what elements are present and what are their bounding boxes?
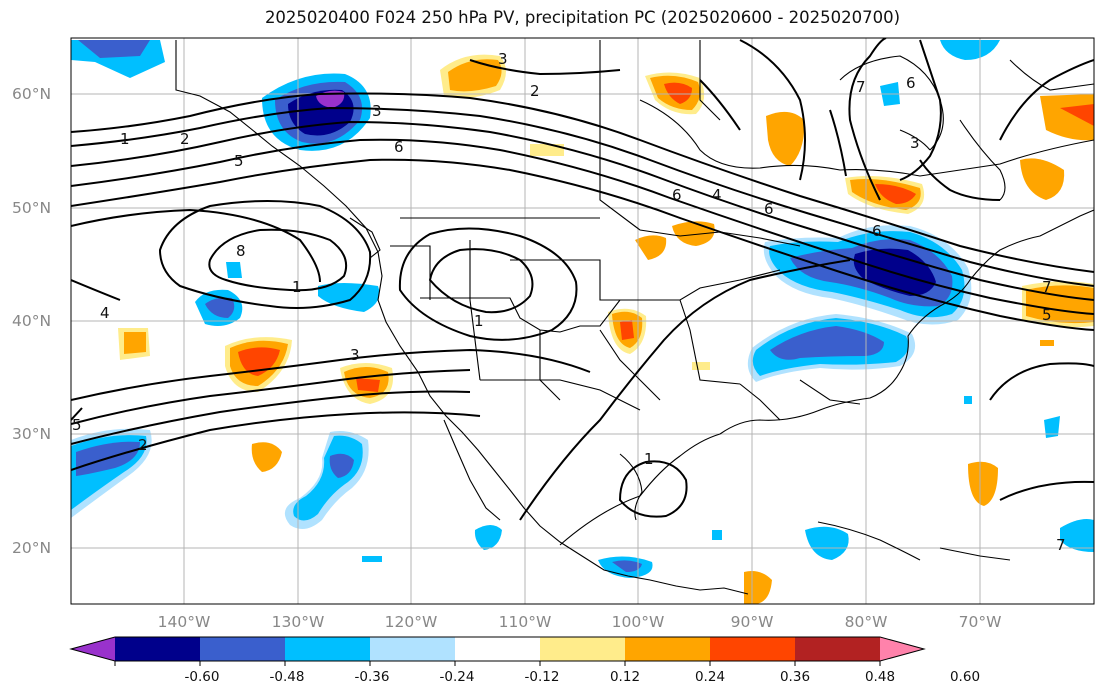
pv-contours <box>71 38 1094 521</box>
pv-label: 4 <box>712 186 722 204</box>
pv-label: 2 <box>180 130 190 148</box>
pv-label: 6 <box>872 222 882 240</box>
latitude-labels: 60°N 50°N 40°N 30°N 20°N <box>12 85 51 557</box>
colorbar-tick-label: 0.60 <box>950 669 980 685</box>
lon-label-90w: 90°W <box>731 613 774 631</box>
colorbar-tick-label: -0.24 <box>440 669 475 685</box>
map-title: 2025020400 F024 250 hPa PV, precipitatio… <box>264 8 901 27</box>
lon-label-140w: 140°W <box>158 613 211 631</box>
pv-label: 7 <box>1042 278 1052 296</box>
colorbar-segment <box>795 637 880 661</box>
pv-label: 5 <box>234 152 244 170</box>
pv-label: 3 <box>350 346 360 364</box>
pv-contour-labels: 1 2 5 3 6 8 1 4 3 2 5 3 2 1 4 6 6 6 7 5 … <box>72 50 1066 554</box>
lat-label-40n: 40°N <box>12 312 51 330</box>
colorbar-tick-label: -0.48 <box>270 669 305 685</box>
pv-label: 7 <box>1056 536 1066 554</box>
map-panel: 1 2 5 3 6 8 1 4 3 2 5 3 2 1 4 6 6 6 7 5 … <box>71 38 1094 604</box>
colorbar-segment <box>370 637 455 661</box>
pv-label: 3 <box>372 102 382 120</box>
pv-label: 4 <box>100 304 110 322</box>
pv-label: 7 <box>856 78 866 96</box>
pv-label: 5 <box>72 416 82 434</box>
pv-label: 6 <box>394 138 404 156</box>
lon-label-100w: 100°W <box>612 613 665 631</box>
pv-label: 6 <box>672 186 682 204</box>
pv-label: 8 <box>236 242 246 260</box>
colorbar-tick-label: -0.36 <box>355 669 390 685</box>
lon-label-130w: 130°W <box>272 613 325 631</box>
lon-label-120w: 120°W <box>385 613 438 631</box>
graticule <box>71 38 1094 604</box>
colorbar-tick-label: 0.36 <box>780 669 810 685</box>
colorbar-segment <box>115 637 200 661</box>
colorbar-segment <box>455 637 540 661</box>
colorbar-segment <box>625 637 710 661</box>
map-frame <box>70 37 1095 605</box>
colorbar-segment <box>71 637 115 661</box>
pv-label: 6 <box>906 74 916 92</box>
lat-label-60n: 60°N <box>12 85 51 103</box>
colorbar-segment <box>285 637 370 661</box>
pv-label: 1 <box>644 450 654 468</box>
colorbar-segment <box>200 637 285 661</box>
pv-label: 3 <box>498 50 508 68</box>
colorbar-segment <box>540 637 625 661</box>
lon-label-70w: 70°W <box>959 613 1002 631</box>
lat-label-50n: 50°N <box>12 199 51 217</box>
colorbar-tick-label: 0.12 <box>610 669 640 685</box>
colorbar-segment <box>710 637 795 661</box>
colorbar-tick-label: -0.60 <box>185 669 220 685</box>
lon-label-80w: 80°W <box>845 613 888 631</box>
pv-label: 2 <box>138 436 148 454</box>
colorbar-tick-label: 0.48 <box>865 669 895 685</box>
colorbar-segment <box>880 637 924 661</box>
pv-label: 2 <box>530 82 540 100</box>
pv-label: 3 <box>910 134 920 152</box>
colorbar-tick-label: -0.12 <box>525 669 560 685</box>
lon-label-110w: 110°W <box>499 613 552 631</box>
lat-label-30n: 30°N <box>12 425 51 443</box>
colorbar: -0.60 -0.48 -0.36 -0.24 -0.12 0.12 0.24 … <box>69 636 980 685</box>
colorbar-tick-label: 0.24 <box>695 669 725 685</box>
pv-label: 1 <box>292 278 302 296</box>
pv-label: 1 <box>474 312 484 330</box>
longitude-labels: 140°W 130°W 120°W 110°W 100°W 90°W 80°W … <box>158 613 1002 631</box>
pv-label: 5 <box>1042 306 1052 324</box>
pv-label: 1 <box>120 130 130 148</box>
lat-label-20n: 20°N <box>12 539 51 557</box>
pv-label: 6 <box>764 200 774 218</box>
